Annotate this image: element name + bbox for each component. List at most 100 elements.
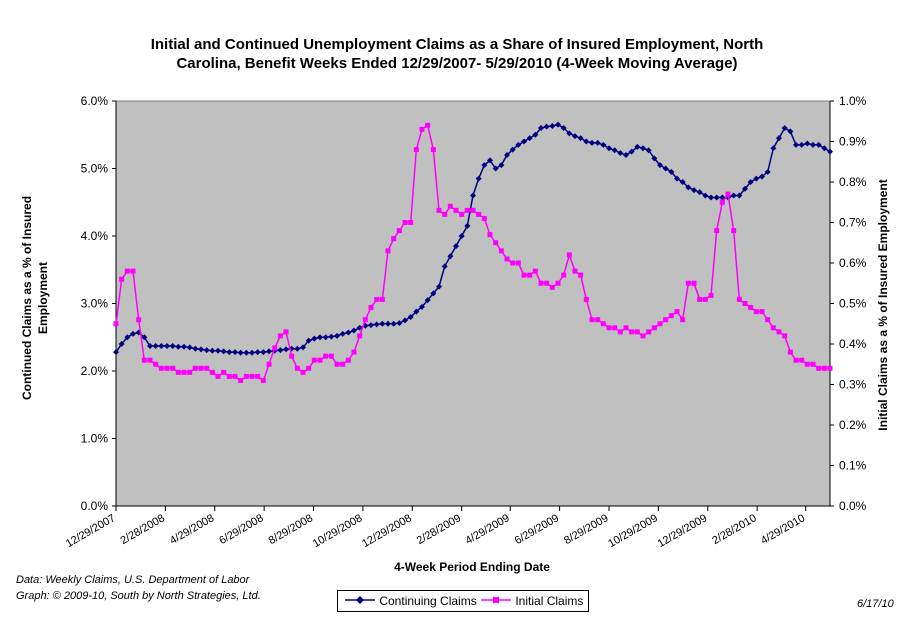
data-point <box>351 349 357 355</box>
data-point <box>379 320 386 327</box>
data-point <box>645 147 652 154</box>
data-point <box>691 187 697 194</box>
right-tick-label: 0.3% <box>839 378 867 392</box>
data-point <box>651 155 658 162</box>
data-point <box>164 365 170 371</box>
data-point <box>198 365 204 371</box>
data-point <box>702 296 708 302</box>
right-tick-label: 0.0% <box>839 499 867 513</box>
legend-continuing-label: Continuing Claims <box>379 594 477 608</box>
data-point <box>158 365 164 371</box>
data-point <box>651 325 657 331</box>
data-point <box>815 141 822 148</box>
data-point <box>266 361 272 367</box>
x-tick-label: 2/28/2009 <box>415 512 463 547</box>
x-tick-label: 4/29/2009 <box>463 512 511 547</box>
left-tick-label: 0.0% <box>81 499 109 513</box>
data-point <box>249 373 255 379</box>
data-point <box>169 343 176 350</box>
right-tick-label: 0.2% <box>839 418 867 432</box>
data-point <box>504 256 510 262</box>
data-point <box>555 280 561 286</box>
data-point <box>515 260 521 266</box>
data-point <box>345 329 352 336</box>
square-marker-icon <box>481 597 511 603</box>
data-point <box>192 345 199 352</box>
data-point <box>147 357 153 363</box>
data-point <box>187 369 193 375</box>
data-point <box>719 199 725 205</box>
x-tick-label: 6/29/2008 <box>217 512 265 547</box>
data-point <box>810 141 816 148</box>
data-point <box>816 365 822 371</box>
data-point <box>334 361 340 367</box>
data-point <box>453 243 459 250</box>
data-point <box>736 296 742 302</box>
left-tick-label: 5.0% <box>81 162 109 176</box>
data-point <box>487 157 493 164</box>
data-point <box>764 168 771 175</box>
data-point <box>164 343 170 350</box>
data-point <box>827 148 833 155</box>
data-point <box>713 194 720 201</box>
data-point <box>663 317 669 323</box>
data-point <box>765 317 771 323</box>
data-point <box>334 332 340 339</box>
data-point <box>425 122 431 128</box>
legend-initial-label: Initial Claims <box>515 594 584 608</box>
data-point <box>255 373 261 379</box>
graph-credit: Graph: © 2009-10, South by North Strateg… <box>16 590 261 602</box>
right-tick-label: 0.4% <box>839 337 867 351</box>
data-point <box>322 334 329 341</box>
data-point <box>617 149 624 156</box>
data-point <box>289 353 295 359</box>
data-point <box>600 321 606 327</box>
data-point <box>600 141 607 148</box>
right-tick-label: 0.9% <box>839 135 867 149</box>
data-point <box>804 140 811 147</box>
data-point <box>532 131 539 138</box>
data-point <box>730 192 737 199</box>
data-point <box>113 349 119 356</box>
right-tick-label: 0.8% <box>839 175 867 189</box>
data-point <box>186 344 193 351</box>
data-point <box>753 309 759 315</box>
data-point <box>413 308 420 315</box>
data-point <box>748 305 754 311</box>
data-point <box>198 346 204 353</box>
data-point <box>589 317 595 323</box>
data-point <box>549 122 556 129</box>
right-tick-label: 0.6% <box>839 256 867 270</box>
data-point <box>124 334 131 341</box>
data-point <box>294 365 300 371</box>
data-point <box>147 343 153 350</box>
data-point <box>595 317 601 323</box>
data-point <box>277 333 283 339</box>
data-point <box>753 175 760 182</box>
data-point <box>566 130 573 137</box>
left-y-axis: 0.0% 1.0% 2.0% 3.0% 4.0% 5.0% 6.0% <box>81 94 116 513</box>
data-point <box>510 260 516 266</box>
data-point <box>153 361 159 367</box>
x-tick-label: 8/29/2009 <box>562 512 610 547</box>
data-point <box>175 369 181 375</box>
data-point <box>787 349 793 355</box>
right-y-axis-title: Initial Claims as a % of Insured Employm… <box>876 179 890 430</box>
data-point <box>402 317 408 324</box>
data-point <box>357 333 363 339</box>
data-point <box>583 138 590 145</box>
data-point <box>158 343 165 350</box>
data-point <box>204 365 210 371</box>
data-point <box>277 347 284 354</box>
data-point <box>821 365 827 371</box>
left-tick-label: 6.0% <box>81 94 109 108</box>
data-point <box>226 373 232 379</box>
data-point <box>209 369 215 375</box>
right-y-axis: 0.0% 0.1% 0.2% 0.3% 0.4% 0.5% 0.6% 0.7% 0.8% 0.9%… <box>830 94 867 513</box>
data-point <box>674 175 680 182</box>
data-point <box>611 147 618 154</box>
data-point <box>447 253 454 260</box>
left-tick-label: 1.0% <box>81 432 109 446</box>
data-point <box>340 361 346 367</box>
data-point <box>119 276 125 282</box>
